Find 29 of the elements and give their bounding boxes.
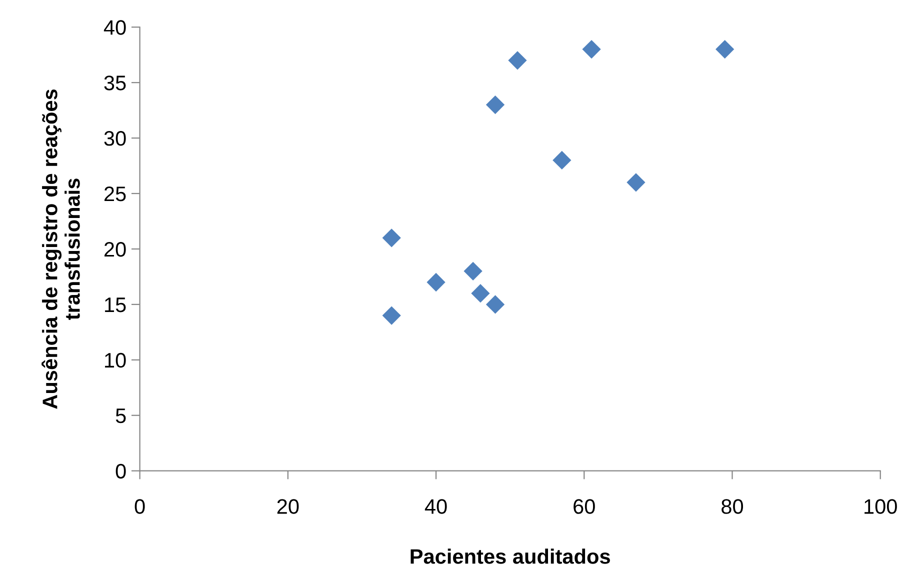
point <box>426 272 446 292</box>
point <box>486 95 505 114</box>
point <box>716 40 734 59</box>
point <box>552 150 572 170</box>
y-tick-label: 35 <box>104 76 126 90</box>
y-tick-label: 10 <box>105 352 126 368</box>
x-tick-label: 0 <box>134 499 145 514</box>
point <box>382 228 401 248</box>
x-tick-label: 100 <box>864 499 897 514</box>
point <box>582 40 601 59</box>
point <box>486 295 505 314</box>
y-tick-label: 15 <box>105 298 126 312</box>
point <box>464 262 482 280</box>
x-tick-label: 40 <box>424 499 447 514</box>
y-tick-label: 20 <box>104 242 126 257</box>
y-tick-label: 25 <box>104 186 126 202</box>
point <box>471 284 490 303</box>
point <box>626 173 646 192</box>
point <box>382 306 401 325</box>
y-tick-label: 5 <box>116 408 126 424</box>
y-axis-title: Ausência de registro de reações transfusionais <box>42 89 80 409</box>
y-tick-label: 0 <box>116 464 126 479</box>
y-tick-label: 40 <box>104 20 126 35</box>
x-tick-label: 80 <box>722 499 744 514</box>
point <box>508 51 527 70</box>
x-tick-label: 60 <box>574 499 595 514</box>
x-axis-title: Pacientes auditados <box>410 548 610 564</box>
x-tick-label: 20 <box>277 499 299 514</box>
y-tick-label: 30 <box>104 131 126 146</box>
